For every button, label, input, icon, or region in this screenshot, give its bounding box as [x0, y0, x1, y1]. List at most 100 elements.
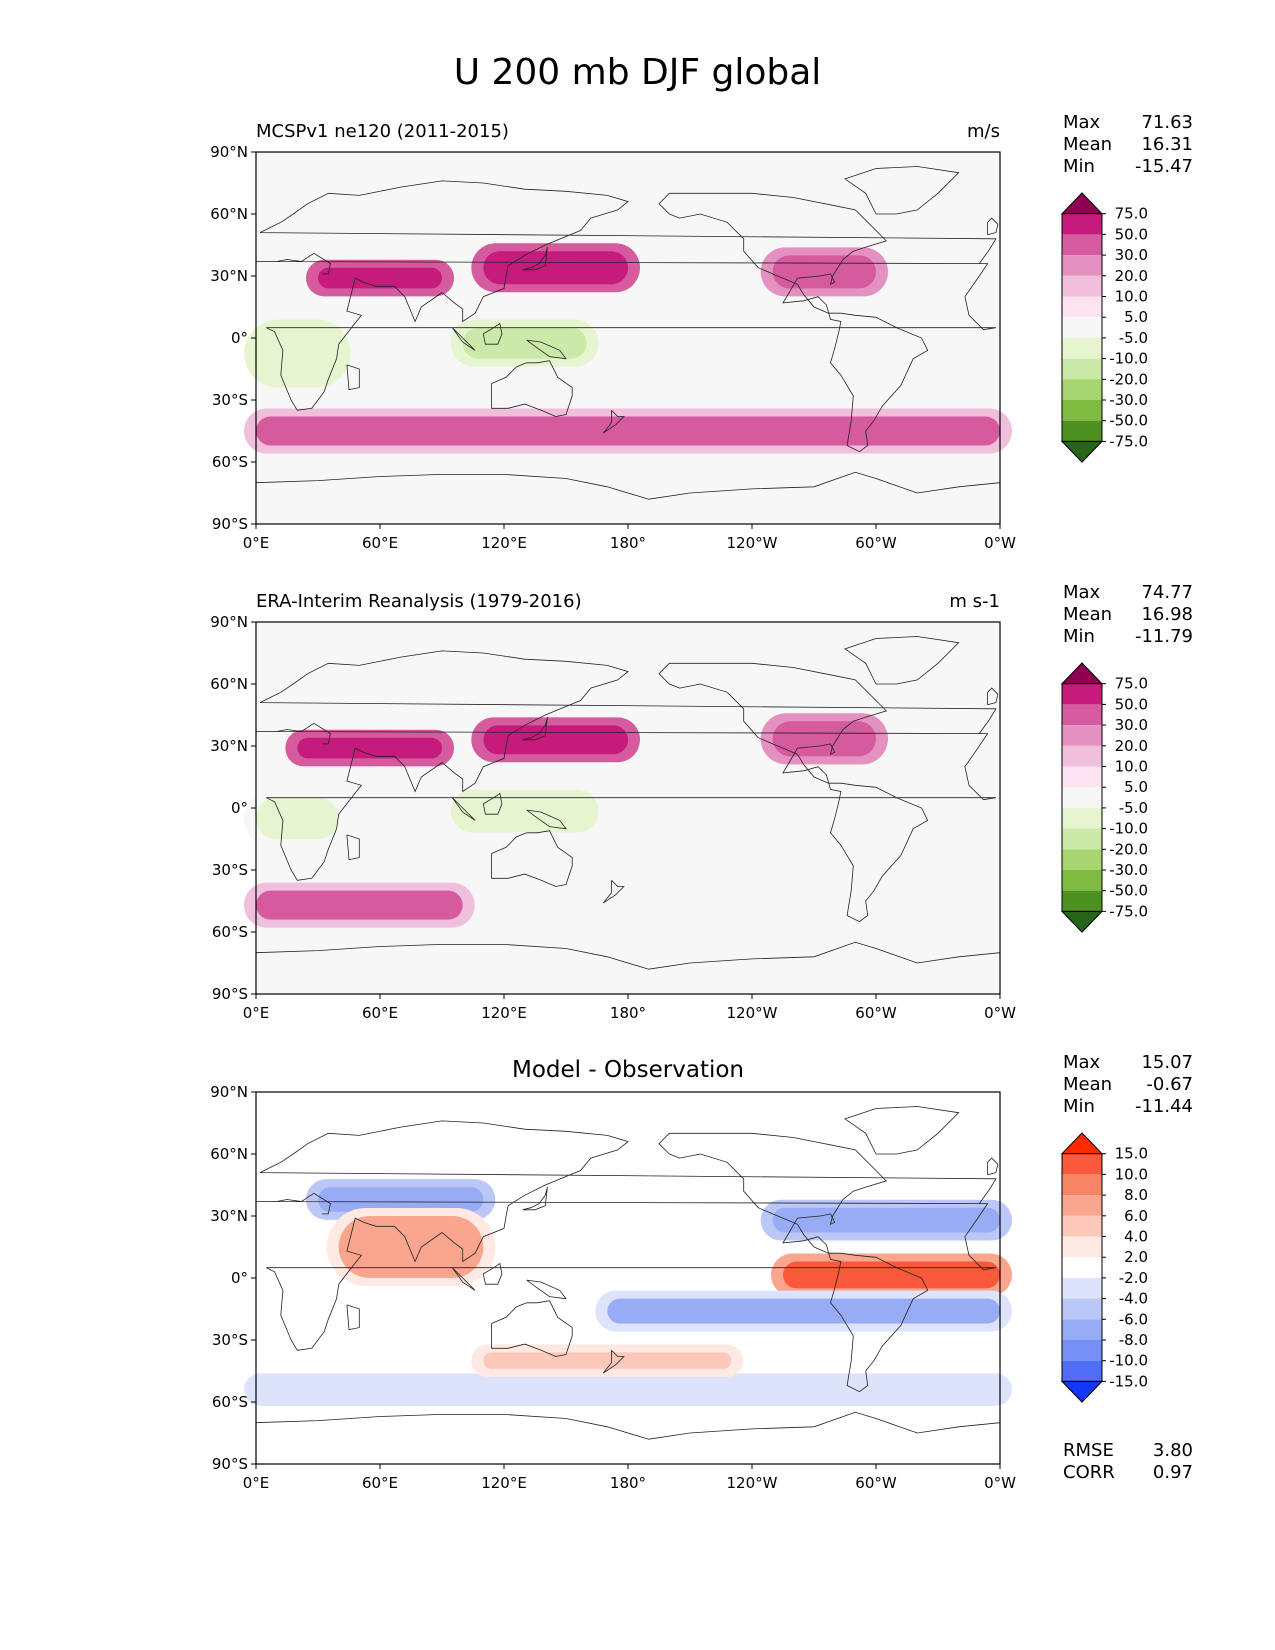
colorbar-segment	[1062, 337, 1102, 359]
colorbar-label: -75.0	[1109, 432, 1148, 450]
coastline	[482, 1262, 503, 1285]
colorbar-segment	[1062, 317, 1102, 338]
lon-tick-label: 0°W	[984, 1004, 1016, 1022]
coastline	[987, 217, 999, 236]
lon-tick-label: 0°W	[984, 1474, 1016, 1492]
feature-core: Southern Hemisphere jet	[256, 416, 1000, 446]
panel-title: Model - Observation	[511, 1057, 745, 1083]
coastline	[482, 792, 503, 815]
colorbar-extend-top	[1060, 192, 1104, 215]
colorbar-label: 20.0	[1115, 737, 1148, 755]
stats-box: Max 15.07 Mean -0.67 Min -11.44	[1063, 1052, 1193, 1118]
colorbar-label: 5.0	[1124, 308, 1148, 326]
lat-tick-label: 90°N	[210, 1083, 248, 1101]
coastline	[451, 797, 476, 821]
coastline	[658, 1132, 929, 1393]
lon-tick-label: 60°E	[362, 534, 398, 552]
colorbar-segment	[1062, 870, 1102, 891]
map-plot: subtropical jet (Africa/Asia) East Asian …	[210, 143, 1016, 552]
coastline	[526, 809, 567, 830]
coastline	[346, 834, 360, 861]
coastline	[255, 941, 1001, 970]
lat-tick-label: 0°	[231, 799, 248, 817]
coastline	[491, 830, 573, 887]
map-background	[256, 152, 1000, 524]
lat-tick-label: 90°N	[210, 613, 248, 631]
colorbar-label: 75.0	[1115, 205, 1148, 223]
lat-tick-label: 90°S	[212, 515, 248, 533]
stat-mean-label: Mean	[1063, 134, 1113, 155]
colorbar-label: -8.0	[1119, 1331, 1148, 1349]
feature-core: negative Southern Ocean band	[256, 1381, 1000, 1398]
feature-core: Maritime Continent easterlies	[462, 797, 587, 825]
colorbar-label: 30.0	[1115, 716, 1148, 734]
colorbar-label: -5.0	[1119, 799, 1148, 817]
stat-mean-value: 16.98	[1141, 604, 1193, 625]
lat-tick-label: 90°S	[212, 985, 248, 1003]
colorbar-segment	[1062, 1195, 1102, 1216]
colorbar-label: 75.0	[1115, 675, 1148, 693]
colorbar-extend-bottom	[1060, 910, 1104, 933]
colorbar-label: 2.0	[1124, 1248, 1148, 1266]
panel-difference: Model - Observation negative band Eurasi…	[0, 1052, 1275, 1528]
lat-tick-label: 30°S	[212, 861, 248, 879]
coastline	[987, 687, 999, 706]
map-plot: negative band Eurasia negative band North…	[210, 1083, 1016, 1492]
colorbar-segment	[1062, 807, 1102, 829]
coastline	[451, 1267, 476, 1291]
coastline	[658, 662, 929, 923]
colorbar-label: 4.0	[1124, 1228, 1148, 1246]
colorbar-segment	[1062, 1298, 1102, 1320]
coastlines	[255, 636, 1001, 970]
colorbar-label: -30.0	[1109, 861, 1148, 879]
figure-title: U 200 mb DJF global	[453, 52, 822, 93]
coastline	[346, 1304, 360, 1331]
metrics-box: RMSE 3.80 CORR 0.97	[1063, 1440, 1193, 1484]
stat-min-value: -11.44	[1134, 1096, 1193, 1117]
stat-min-label: Min	[1063, 1096, 1095, 1117]
lat-tick-label: 90°S	[212, 1455, 248, 1473]
lon-tick-label: 120°E	[481, 534, 527, 552]
colorbar-segment	[1062, 420, 1102, 442]
coastline	[602, 1350, 625, 1374]
lat-tick-label: 30°N	[210, 1207, 248, 1225]
lon-tick-label: 180°	[610, 1004, 646, 1022]
coastline	[346, 364, 360, 391]
panel-observation: ERA-Interim Reanalysis (1979-2016) m s-1…	[0, 582, 1275, 1058]
lon-tick-label: 180°	[610, 1474, 646, 1492]
colorbar-label: -30.0	[1109, 391, 1148, 409]
corr-label: CORR	[1063, 1462, 1115, 1483]
colorbar-segment	[1062, 1340, 1102, 1361]
colorbar-frame	[1061, 1153, 1103, 1382]
stat-max-label: Max	[1063, 582, 1101, 603]
colorbar-segment	[1062, 296, 1102, 318]
colorbar-segment	[1062, 745, 1102, 767]
stat-min-label: Min	[1063, 156, 1095, 177]
lat-tick-label: 60°N	[210, 1145, 248, 1163]
coastlines	[255, 1106, 1001, 1440]
colorbar-segment	[1062, 1360, 1102, 1382]
feature-core: Southern Hemisphere jet	[256, 890, 463, 920]
lon-tick-label: 180°	[610, 534, 646, 552]
lon-tick-label: 120°E	[481, 1474, 527, 1492]
feature-core: positive southern midlatitudes	[483, 1352, 732, 1369]
colorbar-segment	[1062, 213, 1102, 235]
stat-max-value: 71.63	[1141, 112, 1193, 133]
panel-model: MCSPv1 ne120 (2011-2015) m/s subtropical…	[0, 112, 1275, 588]
colorbar-segment	[1062, 379, 1102, 400]
coastline	[522, 717, 548, 741]
coastline	[602, 410, 625, 434]
coastline	[451, 327, 476, 351]
lon-tick-label: 0°E	[243, 1474, 270, 1492]
lat-tick-label: 60°S	[212, 453, 248, 471]
feature-core: tropical easterlies Africa	[256, 327, 339, 380]
stat-max-label: Max	[1063, 1052, 1101, 1073]
stat-mean-label: Mean	[1063, 1074, 1113, 1095]
stat-mean-value: 16.31	[1141, 134, 1193, 155]
feature-core: North American jet	[772, 721, 876, 757]
colorbar-segment	[1062, 1319, 1102, 1340]
lat-tick-label: 30°S	[212, 391, 248, 409]
colorbar-extend-bottom	[1060, 440, 1104, 463]
feature-core: negative southern tropics	[607, 1298, 1000, 1324]
colorbar-label: 50.0	[1115, 225, 1148, 243]
